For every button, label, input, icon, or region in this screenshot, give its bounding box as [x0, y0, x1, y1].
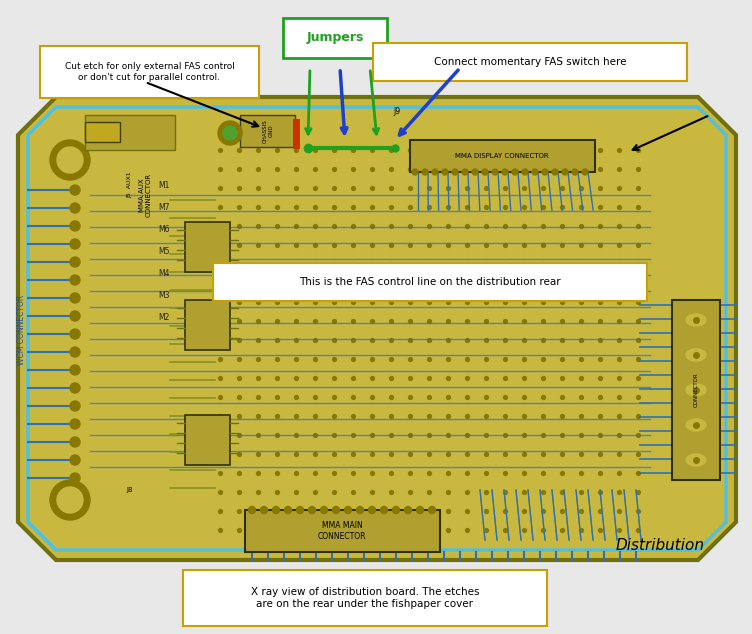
Circle shape: [70, 383, 80, 393]
Circle shape: [50, 480, 90, 520]
FancyBboxPatch shape: [40, 46, 259, 98]
Circle shape: [432, 169, 438, 175]
Circle shape: [542, 169, 548, 175]
Text: J9: J9: [393, 108, 401, 117]
Text: This is the FAS control line on the distribution rear: This is the FAS control line on the dist…: [299, 277, 561, 287]
Circle shape: [70, 455, 80, 465]
Circle shape: [393, 507, 399, 514]
Ellipse shape: [686, 419, 706, 431]
Text: WCM CONNECTOR: WCM CONNECTOR: [17, 295, 26, 365]
FancyBboxPatch shape: [183, 570, 547, 626]
Circle shape: [272, 507, 280, 514]
Circle shape: [332, 507, 339, 514]
Circle shape: [218, 121, 242, 145]
Circle shape: [412, 169, 418, 175]
Ellipse shape: [686, 349, 706, 361]
FancyBboxPatch shape: [283, 18, 387, 58]
Circle shape: [284, 507, 292, 514]
FancyBboxPatch shape: [672, 300, 720, 480]
Circle shape: [70, 329, 80, 339]
FancyBboxPatch shape: [240, 115, 295, 147]
Circle shape: [70, 473, 80, 483]
Circle shape: [57, 487, 83, 513]
Text: Cut etch for only external FAS control
or don't cut for parallel control.: Cut etch for only external FAS control o…: [65, 62, 235, 82]
Text: J8: J8: [127, 487, 133, 493]
Circle shape: [50, 140, 90, 180]
Circle shape: [442, 169, 448, 175]
Circle shape: [320, 507, 328, 514]
Circle shape: [462, 169, 468, 175]
Circle shape: [70, 365, 80, 375]
Circle shape: [356, 507, 363, 514]
Circle shape: [260, 507, 268, 514]
Text: M6: M6: [159, 226, 170, 235]
Circle shape: [492, 169, 498, 175]
Circle shape: [522, 169, 528, 175]
Ellipse shape: [686, 384, 706, 396]
Circle shape: [308, 507, 316, 514]
FancyBboxPatch shape: [373, 43, 687, 81]
FancyBboxPatch shape: [185, 222, 230, 272]
Circle shape: [70, 437, 80, 447]
Text: M2: M2: [159, 313, 170, 323]
Text: MMA MAIN
CONNECTOR: MMA MAIN CONNECTOR: [318, 521, 366, 541]
Circle shape: [429, 507, 435, 514]
Circle shape: [70, 311, 80, 321]
Circle shape: [296, 507, 304, 514]
FancyBboxPatch shape: [185, 415, 230, 465]
Circle shape: [572, 169, 578, 175]
Circle shape: [70, 401, 80, 411]
Circle shape: [70, 257, 80, 267]
Circle shape: [70, 203, 80, 213]
Circle shape: [223, 126, 237, 140]
Circle shape: [248, 507, 256, 514]
Text: M1: M1: [159, 181, 170, 190]
FancyBboxPatch shape: [185, 300, 230, 350]
Circle shape: [381, 507, 387, 514]
Text: MMA DISPLAY CONNECTOR: MMA DISPLAY CONNECTOR: [455, 153, 549, 159]
Circle shape: [368, 507, 375, 514]
Circle shape: [422, 169, 428, 175]
Circle shape: [502, 169, 508, 175]
Circle shape: [70, 419, 80, 429]
Ellipse shape: [686, 314, 706, 326]
FancyBboxPatch shape: [410, 140, 595, 172]
Text: X ray view of distribution board. The etches
are on the rear under the fishpaper: X ray view of distribution board. The et…: [250, 587, 479, 609]
Circle shape: [344, 507, 351, 514]
Circle shape: [70, 239, 80, 249]
Circle shape: [512, 169, 518, 175]
Circle shape: [70, 347, 80, 357]
Circle shape: [452, 169, 458, 175]
Text: Jumpers: Jumpers: [306, 32, 364, 44]
FancyBboxPatch shape: [85, 115, 175, 150]
Text: Connect momentary FAS switch here: Connect momentary FAS switch here: [434, 57, 626, 67]
Text: CHASSIS
GND: CHASSIS GND: [262, 119, 274, 143]
Ellipse shape: [686, 454, 706, 466]
FancyBboxPatch shape: [245, 510, 440, 552]
Text: M3: M3: [159, 290, 170, 299]
Circle shape: [70, 185, 80, 195]
Text: M7: M7: [159, 204, 170, 212]
Circle shape: [472, 169, 478, 175]
Circle shape: [582, 169, 588, 175]
Circle shape: [552, 169, 558, 175]
FancyBboxPatch shape: [85, 122, 120, 142]
Circle shape: [70, 293, 80, 303]
Text: M4: M4: [159, 269, 170, 278]
Text: CONNECTOR: CONNECTOR: [693, 373, 699, 407]
Circle shape: [562, 169, 568, 175]
Circle shape: [57, 147, 83, 173]
Text: J5  AUX1: J5 AUX1: [128, 172, 132, 198]
Text: MMA AUX
CONNECTOR: MMA AUX CONNECTOR: [138, 173, 151, 217]
FancyBboxPatch shape: [213, 263, 647, 301]
Text: Distribution: Distribution: [615, 538, 705, 552]
Polygon shape: [18, 97, 736, 560]
Text: M5: M5: [159, 247, 170, 257]
Circle shape: [405, 507, 411, 514]
Circle shape: [70, 221, 80, 231]
Circle shape: [417, 507, 423, 514]
Circle shape: [482, 169, 488, 175]
Circle shape: [532, 169, 538, 175]
Circle shape: [70, 275, 80, 285]
